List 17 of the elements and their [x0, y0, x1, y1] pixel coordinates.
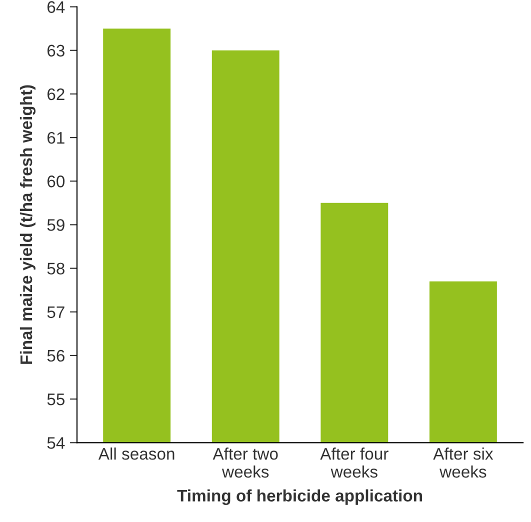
x-tick-label: All season: [98, 448, 174, 460]
y-tick-label: 59: [47, 219, 64, 231]
y-tick-label: 63: [48, 44, 64, 57]
y-tick-label: 60: [48, 176, 65, 188]
y-tick-label: 64: [48, 1, 65, 13]
x-axis-title: Timing of herbicide application: [177, 489, 422, 505]
y-tick-label: 61: [48, 132, 64, 144]
y-tick-label: 62: [48, 88, 64, 100]
y-axis-title: Final maize yield (t/ha fresh weight): [20, 85, 36, 364]
y-tick-label: 58: [47, 262, 64, 275]
x-tick-label: After six weeks: [433, 448, 494, 478]
y-tick-label: 56: [47, 350, 64, 362]
x-tick-label: After two weeks: [212, 448, 278, 478]
y-tick-label: 55: [47, 394, 64, 406]
y-tick-label: 54: [47, 437, 65, 449]
y-tick-label: 57: [47, 306, 64, 318]
x-tick-label: After four weeks: [320, 448, 388, 478]
